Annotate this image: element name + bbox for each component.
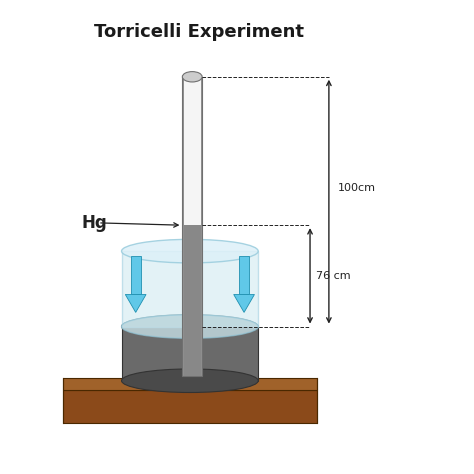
Text: 100cm: 100cm bbox=[337, 182, 375, 192]
Polygon shape bbox=[125, 294, 146, 312]
Text: Hg: Hg bbox=[82, 214, 107, 232]
Polygon shape bbox=[184, 79, 201, 225]
Ellipse shape bbox=[182, 72, 202, 82]
Polygon shape bbox=[198, 77, 202, 376]
Polygon shape bbox=[121, 251, 258, 327]
Polygon shape bbox=[239, 256, 249, 294]
Ellipse shape bbox=[121, 369, 258, 392]
Ellipse shape bbox=[121, 315, 258, 338]
Ellipse shape bbox=[121, 239, 258, 263]
Polygon shape bbox=[130, 256, 141, 294]
Ellipse shape bbox=[121, 315, 258, 338]
Polygon shape bbox=[184, 225, 201, 376]
Polygon shape bbox=[234, 294, 255, 312]
Polygon shape bbox=[186, 77, 198, 376]
Text: Torricelli Experiment: Torricelli Experiment bbox=[94, 23, 304, 41]
Polygon shape bbox=[63, 390, 317, 423]
Text: 76 cm: 76 cm bbox=[316, 271, 350, 281]
Polygon shape bbox=[63, 378, 317, 390]
Polygon shape bbox=[121, 327, 258, 381]
Polygon shape bbox=[182, 77, 186, 376]
